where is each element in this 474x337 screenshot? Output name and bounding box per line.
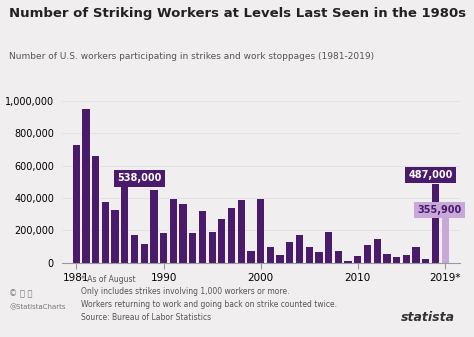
Text: * As of August: * As of August xyxy=(81,275,135,284)
Bar xyxy=(286,242,293,263)
Bar xyxy=(374,239,381,263)
Bar xyxy=(296,235,303,263)
Bar xyxy=(422,259,429,263)
Text: 355,900: 355,900 xyxy=(417,205,462,215)
Bar xyxy=(82,109,90,263)
Bar xyxy=(403,255,410,263)
Bar xyxy=(160,233,167,263)
Text: Workers returning to work and going back on strike counted twice.: Workers returning to work and going back… xyxy=(81,300,337,309)
Bar xyxy=(131,235,138,263)
Text: Number of Striking Workers at Levels Last Seen in the 1980s: Number of Striking Workers at Levels Las… xyxy=(9,7,466,20)
Bar xyxy=(315,251,323,263)
Bar xyxy=(92,156,99,263)
Bar xyxy=(442,205,449,263)
Bar xyxy=(189,233,196,263)
Bar xyxy=(412,247,419,263)
Bar xyxy=(111,210,118,263)
Bar xyxy=(140,244,148,263)
Bar xyxy=(209,232,216,263)
Bar xyxy=(306,247,313,263)
Bar xyxy=(170,199,177,263)
Bar xyxy=(354,255,362,263)
Bar xyxy=(179,204,187,263)
Text: @StatistaCharts: @StatistaCharts xyxy=(9,303,66,310)
Bar xyxy=(432,184,439,263)
Bar xyxy=(199,211,206,263)
Bar xyxy=(267,247,274,263)
Bar xyxy=(73,145,80,263)
Bar xyxy=(102,202,109,263)
Bar xyxy=(345,261,352,263)
Bar xyxy=(121,176,128,263)
Bar xyxy=(364,245,371,263)
Bar xyxy=(383,254,391,263)
Bar xyxy=(218,219,226,263)
Text: © ⓘ Ⓢ: © ⓘ Ⓢ xyxy=(9,290,33,299)
Bar xyxy=(150,189,157,263)
Text: Only includes strikes involving 1,000 workers or more.: Only includes strikes involving 1,000 wo… xyxy=(81,287,289,297)
Bar xyxy=(325,232,332,263)
Text: Source: Bureau of Labor Statistics: Source: Bureau of Labor Statistics xyxy=(81,313,211,322)
Text: 538,000: 538,000 xyxy=(117,174,161,183)
Text: 487,000: 487,000 xyxy=(409,170,453,180)
Bar xyxy=(276,255,284,263)
Text: Number of U.S. workers participating in strikes and work stoppages (1981-2019): Number of U.S. workers participating in … xyxy=(9,52,374,61)
Bar xyxy=(393,257,401,263)
Bar xyxy=(237,200,245,263)
Bar xyxy=(247,251,255,263)
Text: statista: statista xyxy=(401,310,455,324)
Bar xyxy=(257,199,264,263)
Bar xyxy=(335,251,342,263)
Bar xyxy=(228,208,235,263)
